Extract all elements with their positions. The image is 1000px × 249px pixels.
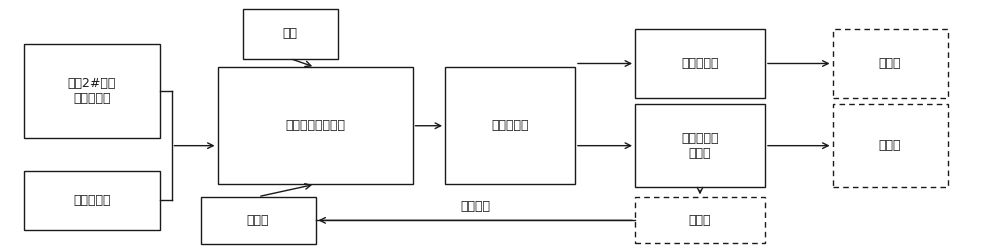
Text: 活性炭: 活性炭 [879, 57, 901, 70]
Text: 生物油: 生物油 [879, 139, 901, 152]
Bar [242, 9, 338, 59]
Bar [218, 67, 413, 184]
Text: 热解气: 热解气 [689, 214, 711, 227]
Bar [832, 29, 948, 98]
Bar [445, 67, 575, 184]
Text: 催化热裂解反应器: 催化热裂解反应器 [285, 119, 345, 132]
Text: 气固分离器: 气固分离器 [491, 119, 529, 132]
Bar [832, 104, 948, 187]
Bar [635, 104, 765, 187]
Bar [200, 197, 316, 244]
Bar [635, 197, 765, 244]
Text: 固体冷凝器: 固体冷凝器 [681, 57, 719, 70]
Bar [24, 44, 160, 138]
Bar [635, 29, 765, 98]
Text: 气体三级冷
却系统: 气体三级冷 却系统 [681, 132, 719, 160]
Text: 微藻生物质: 微藻生物质 [73, 194, 111, 207]
Text: 循环利用: 循环利用 [460, 200, 490, 213]
Text: 杭锦2#土固
体碱催化剂: 杭锦2#土固 体碱催化剂 [68, 77, 116, 105]
Text: 载气: 载气 [283, 27, 298, 40]
Bar [24, 171, 160, 230]
Text: 真空泵: 真空泵 [247, 214, 269, 227]
